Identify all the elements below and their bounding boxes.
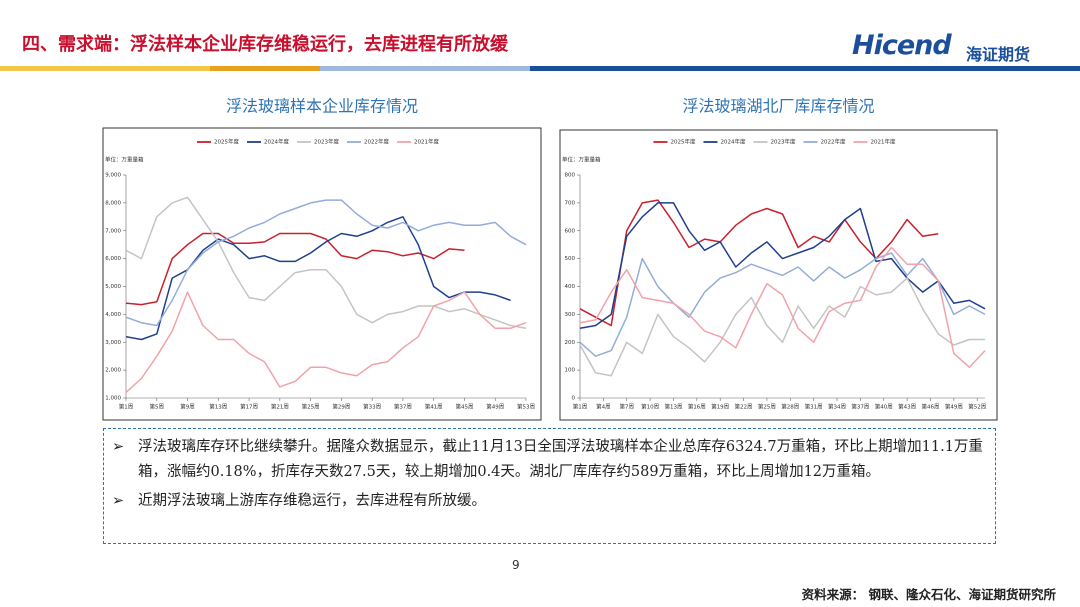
stripe (210, 66, 320, 71)
x-tick-label: 第28周 (781, 403, 799, 411)
x-tick-label: 第34周 (828, 403, 846, 411)
legend-label: 2024年度 (721, 138, 746, 146)
y-tick-label: 300 (565, 312, 576, 318)
y-tick-label: 5,000 (105, 284, 121, 290)
y-tick-label: 100 (565, 368, 576, 374)
chart-frame (559, 129, 998, 421)
x-tick-label: 第49周 (945, 403, 963, 411)
unit-label: 单位：万重量箱 (105, 156, 144, 164)
series-line (125, 196, 527, 330)
series-line (579, 246, 986, 369)
y-tick-label: 7,000 (105, 228, 121, 234)
x-tick-label: 第29周 (332, 403, 350, 411)
y-tick-label: 0 (572, 396, 576, 402)
stripe (530, 66, 1080, 71)
series-line (125, 199, 527, 327)
chart-frame (102, 127, 542, 421)
y-tick-label: 2,000 (105, 368, 121, 374)
bullet-text: 近期浮法玻璃上游库存维稳运行，去库进程有所放缓。 (138, 493, 486, 509)
x-tick-label: 第13周 (209, 403, 227, 411)
x-tick-label: 第7周 (619, 403, 634, 411)
y-tick-label: 600 (565, 228, 576, 234)
x-tick-label: 第33周 (363, 403, 381, 411)
x-tick-label: 第1周 (119, 403, 134, 411)
bullet: ➢ 近期浮法玻璃上游库存维稳运行，去库进程有所放缓。 (112, 489, 995, 514)
x-tick-label: 第16周 (688, 403, 706, 411)
slide-title: 四、需求端：浮法样本企业库存维稳运行，去库进程有所放缓 (22, 34, 508, 55)
x-tick-label: 第41周 (425, 403, 443, 411)
x-tick-label: 第25周 (758, 403, 776, 411)
x-tick-label: 第10周 (641, 403, 659, 411)
x-tick-label: 第37周 (394, 403, 412, 411)
x-tick-label: 第1周 (573, 403, 588, 411)
bullet: ➢ 浮法玻璃库存环比继续攀升。据隆众数据显示，截止11月13日全国浮法玻璃样本企业… (112, 435, 995, 485)
legend-label: 2021年度 (414, 138, 439, 146)
x-tick-label: 第40周 (875, 403, 893, 411)
y-tick-label: 700 (565, 200, 576, 206)
series-line (579, 202, 986, 330)
x-tick-label: 第5周 (150, 403, 165, 411)
legend-label: 2025年度 (671, 138, 696, 146)
logo-cn: 海证期货 (966, 45, 1031, 64)
stripe (0, 66, 210, 71)
x-tick-label: 第37周 (851, 403, 869, 411)
chart-title: 浮法玻璃样本企业库存情况 (226, 97, 418, 116)
x-tick-label: 第19周 (711, 403, 729, 411)
bullet-text: 浮法玻璃库存环比继续攀升。据隆众数据显示，截止11月13日全国浮法玻璃样本企业总… (138, 439, 983, 480)
y-tick-label: 200 (565, 340, 576, 346)
x-tick-label: 第43周 (898, 403, 916, 411)
x-tick-label: 第31周 (805, 403, 823, 411)
x-tick-label: 第52周 (968, 403, 986, 411)
y-tick-label: 6,000 (105, 256, 121, 262)
series-line (125, 232, 465, 306)
x-tick-label: 第25周 (302, 403, 320, 411)
x-tick-label: 第46周 (921, 403, 939, 411)
x-tick-label: 第4周 (596, 403, 611, 411)
logo: Hicend (852, 30, 952, 61)
x-tick-label: 第22周 (735, 403, 753, 411)
y-tick-label: 500 (565, 256, 576, 262)
series-line (579, 277, 985, 377)
x-tick-label: 第9周 (180, 403, 195, 411)
x-tick-label: 第53周 (517, 403, 535, 411)
y-tick-label: 800 (565, 173, 576, 179)
page-number: 9 (512, 558, 520, 572)
text-box: ➢ 浮法玻璃库存环比继续攀升。据隆众数据显示，截止11月13日全国浮法玻璃样本企业… (103, 428, 996, 544)
legend-label: 2021年度 (871, 138, 896, 146)
source: 资料来源： 钢联、隆众石化、海证期货研究所 (801, 587, 1056, 602)
y-tick-label: 9,000 (105, 173, 121, 179)
chart-title: 浮法玻璃湖北厂库库存情况 (682, 97, 874, 116)
unit-label: 单位：万重量箱 (562, 156, 601, 164)
legend-label: 2022年度 (364, 138, 389, 146)
x-tick-label: 第45周 (455, 403, 473, 411)
series-line (125, 291, 527, 393)
x-tick-label: 第17周 (240, 403, 258, 411)
x-tick-label: 第13周 (664, 403, 682, 411)
legend-label: 2024年度 (264, 138, 289, 146)
x-tick-label: 第49周 (486, 403, 504, 411)
legend-label: 2022年度 (821, 138, 846, 146)
legend-label: 2023年度 (771, 138, 796, 146)
y-tick-label: 4,000 (105, 312, 121, 318)
x-tick-label: 第21周 (271, 403, 289, 411)
y-tick-label: 400 (565, 284, 576, 290)
stripe (320, 66, 530, 71)
series-line (579, 199, 939, 327)
y-tick-label: 3,000 (105, 340, 121, 346)
legend-label: 2025年度 (214, 138, 239, 146)
y-tick-label: 8,000 (105, 200, 121, 206)
legend-label: 2023年度 (314, 138, 339, 146)
y-tick-label: 1,000 (105, 396, 121, 402)
